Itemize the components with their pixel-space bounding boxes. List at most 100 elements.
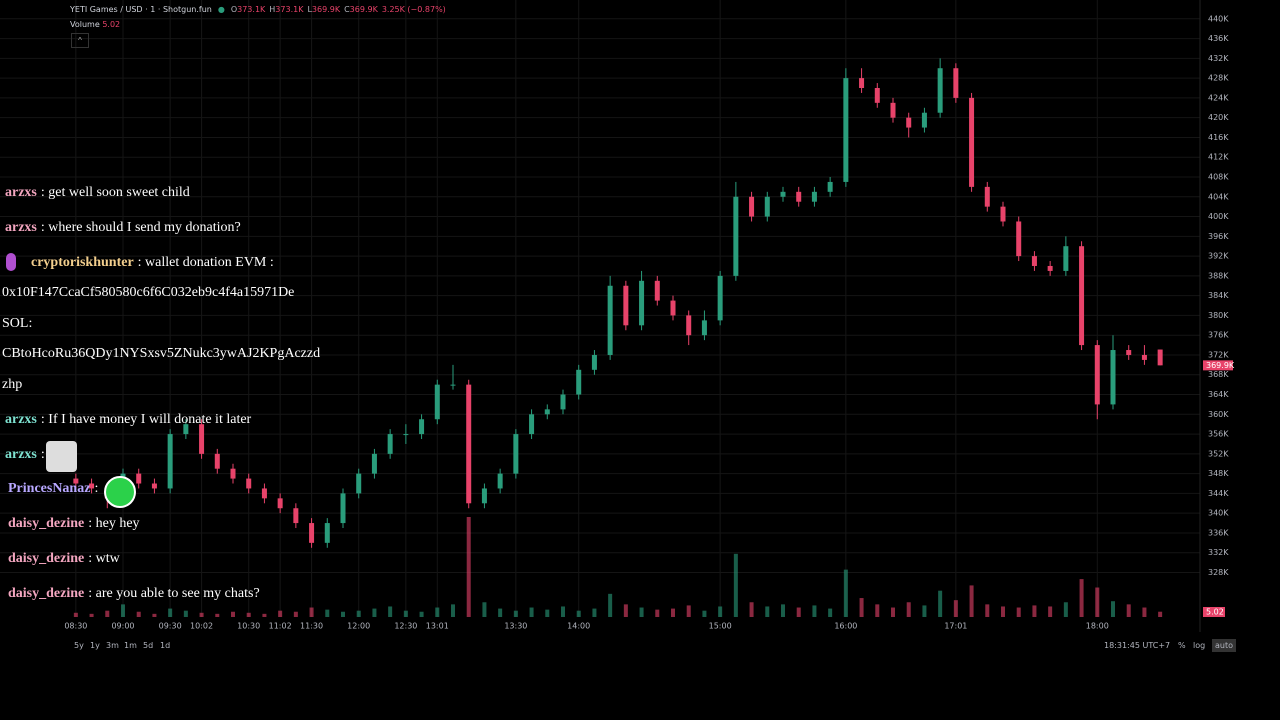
volume-bar	[215, 613, 220, 617]
volume-bar	[938, 590, 943, 617]
x-tick-label: 10:02	[190, 622, 213, 631]
volume-bar	[592, 608, 597, 617]
x-tick-label: 13:30	[504, 622, 527, 631]
volume-bar	[73, 612, 78, 617]
volume-bar	[796, 607, 801, 617]
volume-bar	[812, 605, 817, 617]
volume-bar	[686, 605, 691, 617]
volume-bar	[121, 604, 125, 617]
volume-bar	[639, 607, 644, 617]
x-tick-label: 15:00	[709, 622, 732, 631]
ohlc-value: 369.9K	[349, 5, 378, 14]
price-tag-bg	[1203, 360, 1233, 371]
x-tick-label: 08:30	[64, 622, 87, 631]
candle-body	[921, 112, 927, 128]
clock: 18:31:45 UTC+7	[1104, 641, 1171, 650]
candle-body	[591, 354, 597, 370]
ohlc-value: 373.1K	[275, 5, 304, 14]
y-tick-label: 408K	[1208, 172, 1229, 181]
chat-text: : are you able to see my chats?	[88, 586, 260, 601]
collapse-button[interactable]: ^	[71, 33, 89, 48]
volume-bar	[561, 606, 565, 617]
chat-text: CBtoHcoRu36QDy1NYSxsv5ZNukc3ywAJ2KPgAczz…	[2, 346, 321, 361]
volume-bar	[718, 606, 723, 617]
candle-body	[371, 453, 377, 474]
volume-tag-bg	[1203, 607, 1225, 617]
candle-body	[136, 473, 142, 484]
volume-bar	[262, 613, 267, 617]
candle-body	[183, 424, 189, 435]
candle-body	[733, 196, 739, 276]
ohlc: O373.1K H373.1K L369.9K C369.9K	[231, 5, 382, 14]
candle-body	[387, 434, 393, 454]
scale-button[interactable]: log	[1193, 641, 1206, 650]
candle-body	[419, 419, 425, 435]
candle-body	[1126, 350, 1132, 355]
candle-body	[623, 285, 629, 326]
y-tick-label: 412K	[1208, 153, 1229, 162]
scale-button[interactable]: %	[1178, 641, 1186, 650]
chat-text: : where should I send my donation?	[40, 220, 241, 235]
candle-body	[1063, 246, 1069, 271]
candle-body	[403, 434, 409, 436]
x-tick-label: 18:00	[1086, 622, 1109, 631]
y-tick-label: 440K	[1208, 14, 1229, 23]
candle-body	[324, 523, 330, 543]
volume-bar	[105, 610, 110, 617]
scale-button[interactable]: auto	[1212, 639, 1237, 652]
chat-text: : get well soon sweet child	[40, 185, 190, 200]
range-button[interactable]: 5y	[74, 641, 84, 650]
ohlc-value: 369.9K	[311, 5, 341, 14]
change: 3.25K (−0.87%)	[381, 5, 446, 14]
candle-body	[953, 68, 959, 98]
candle-body	[764, 196, 770, 217]
volume-bar	[388, 606, 393, 617]
candle-body	[309, 523, 315, 543]
chat-message: daisy_dezine: hey hey	[8, 516, 140, 532]
ohlc-key: O	[230, 5, 238, 14]
candle-body	[89, 483, 95, 489]
volume-bar	[765, 606, 770, 617]
volume-bar	[1095, 587, 1100, 617]
range-button[interactable]: 5d	[143, 641, 154, 650]
chat-message: CBtoHcoRu36QDy1NYSxsv5ZNukc3ywAJ2KPgAczz…	[2, 346, 320, 362]
chat-text: zhp	[2, 377, 23, 392]
candle-body	[686, 315, 692, 336]
volume-bar	[513, 610, 518, 617]
chat-user: PrincesNanaz	[8, 481, 91, 496]
chat-user: arzxs	[5, 412, 37, 427]
volume-bar	[372, 608, 377, 617]
volume-bar	[403, 610, 408, 617]
candle-body	[230, 468, 236, 479]
volume-bar	[1063, 602, 1068, 617]
candle-body	[780, 191, 786, 197]
range-button[interactable]: 1y	[90, 641, 100, 650]
candle-body	[246, 478, 252, 489]
candle-body	[639, 280, 645, 326]
volume-bar	[1158, 611, 1163, 617]
candle-body	[811, 191, 817, 202]
chat-user: cryptoriskhunter	[31, 255, 134, 270]
chat-text: : If I have money I will donate it later	[40, 412, 252, 427]
range-button[interactable]: 1m	[124, 641, 137, 650]
candle-body	[1110, 350, 1116, 405]
y-tick-label: 344K	[1208, 489, 1229, 498]
y-tick-label: 364K	[1208, 390, 1229, 399]
candle-body	[749, 196, 755, 217]
candle-body	[466, 384, 472, 504]
volume-bar	[1001, 606, 1005, 617]
candle-body	[1016, 221, 1022, 257]
candle-body	[1079, 246, 1085, 346]
avatar-image	[104, 476, 136, 508]
chat-user: daisy_dezine	[8, 516, 85, 531]
volume-bar	[482, 602, 487, 617]
candle-body	[607, 285, 613, 355]
y-tick-label: 348K	[1208, 469, 1229, 478]
y-tick-label: 400K	[1208, 212, 1229, 221]
range-button[interactable]: 1d	[160, 641, 171, 650]
candle-body	[293, 508, 299, 524]
chat-message: zhp	[2, 377, 22, 393]
range-button[interactable]: 3m	[106, 641, 119, 650]
